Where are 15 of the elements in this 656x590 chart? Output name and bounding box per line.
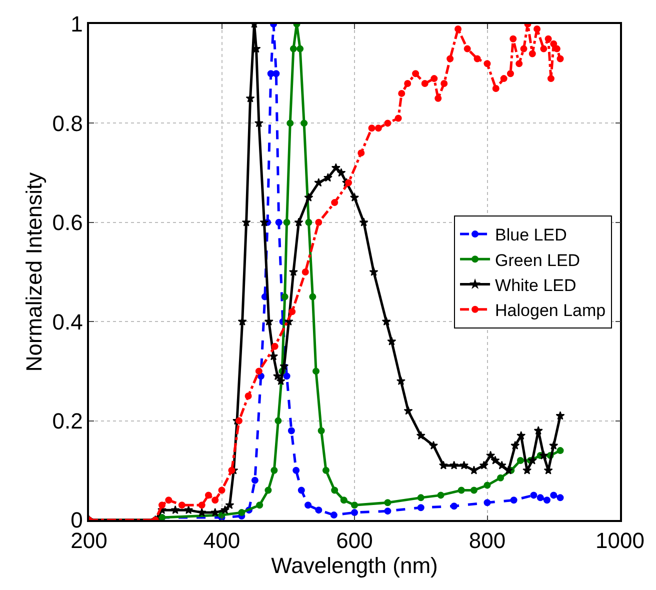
x-tick-label: 800 — [468, 528, 506, 554]
legend-label: Green LED — [495, 250, 580, 270]
legend-label: Blue LED — [495, 226, 567, 245]
x-tick-label: 1000 — [596, 528, 644, 554]
x-tick-label: 400 — [203, 528, 240, 554]
legend-label: Halogen Lamp — [495, 300, 606, 320]
y-axis-title: Normalized Intensity — [22, 172, 47, 372]
y-tick-label: 0.8 — [52, 110, 83, 136]
y-tick-label: 0.6 — [52, 210, 83, 236]
y-tick-label: 1 — [70, 12, 83, 37]
x-tick-label: 600 — [336, 528, 373, 554]
y-tick-label: 0.2 — [52, 408, 83, 434]
legend-label: White LED — [495, 276, 576, 295]
x-axis-title: Wavelength (nm) — [271, 553, 438, 578]
y-tick-label: 0.4 — [52, 309, 83, 334]
